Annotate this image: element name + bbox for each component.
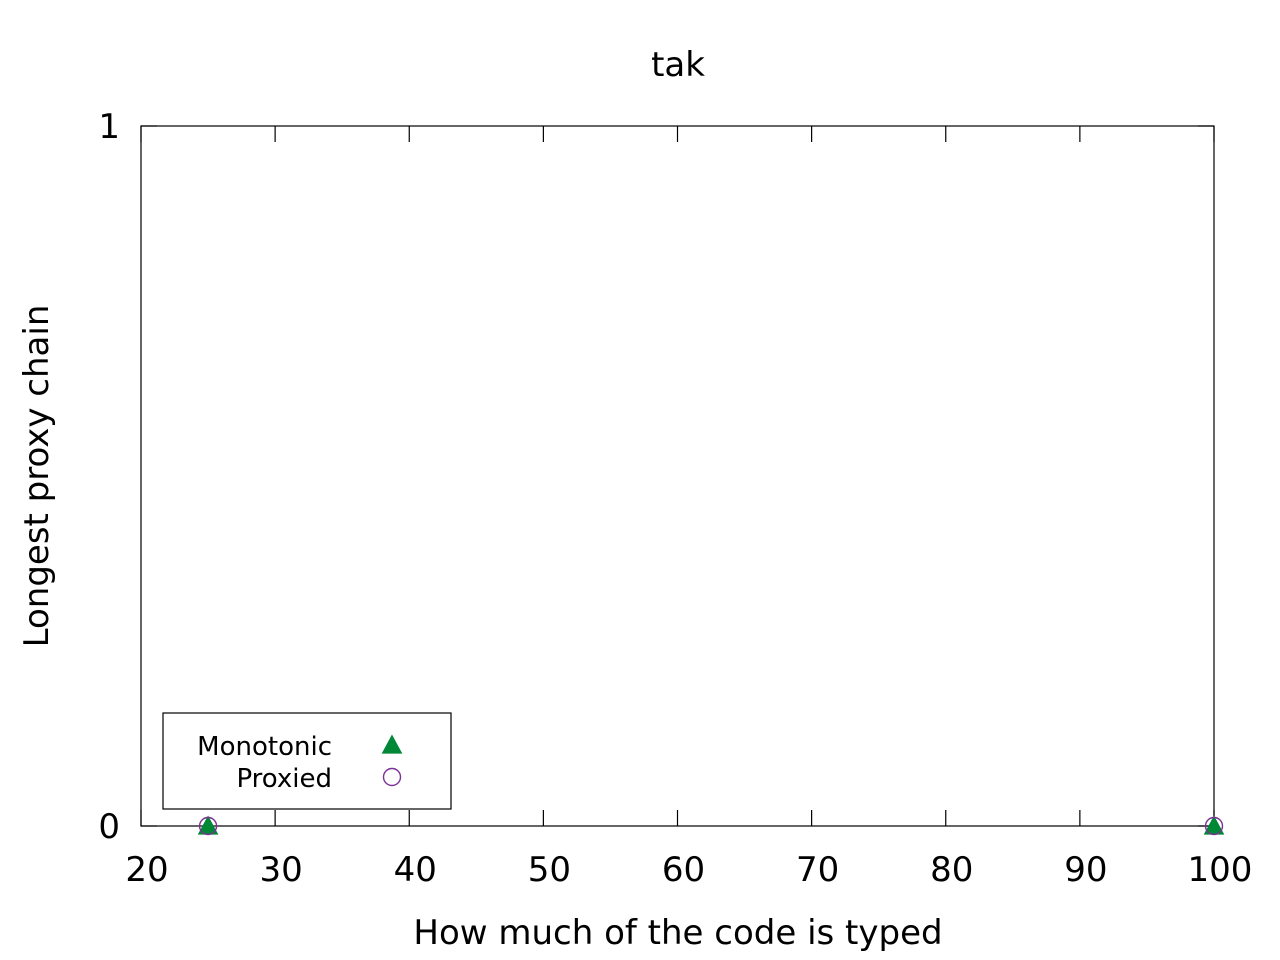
data-point-proxied	[1204, 816, 1224, 836]
x-tick-label: 20	[125, 850, 168, 890]
legend: Monotonic Proxied	[162, 712, 452, 810]
data-point-proxied	[198, 816, 218, 836]
legend-box	[162, 712, 452, 810]
y-axis: 01	[98, 107, 1214, 847]
x-tick-label: 90	[1064, 850, 1107, 890]
data-points	[197, 815, 1225, 836]
legend-label-proxied: Proxied	[236, 764, 332, 794]
y-tick-label: 0	[98, 807, 120, 847]
x-tick-label: 100	[1188, 850, 1253, 890]
x-axis-title: How much of the code is typed	[413, 913, 942, 953]
legend-label-monotonic: Monotonic	[197, 732, 332, 762]
legend-marker-proxied	[382, 767, 402, 787]
x-tick-label: 30	[259, 850, 302, 890]
legend-marker-monotonic	[381, 734, 403, 754]
x-tick-label: 80	[930, 850, 973, 890]
y-axis-title: Longest proxy chain	[17, 305, 57, 648]
y-tick-label: 1	[98, 107, 120, 147]
x-tick-label: 60	[662, 850, 705, 890]
x-axis: 20 30 40 50 60 70 80 90 100	[125, 126, 1252, 890]
x-tick-label: 40	[394, 850, 437, 890]
x-tick-label: 70	[796, 850, 839, 890]
chart-title: tak	[651, 45, 705, 85]
x-tick-label: 50	[528, 850, 571, 890]
